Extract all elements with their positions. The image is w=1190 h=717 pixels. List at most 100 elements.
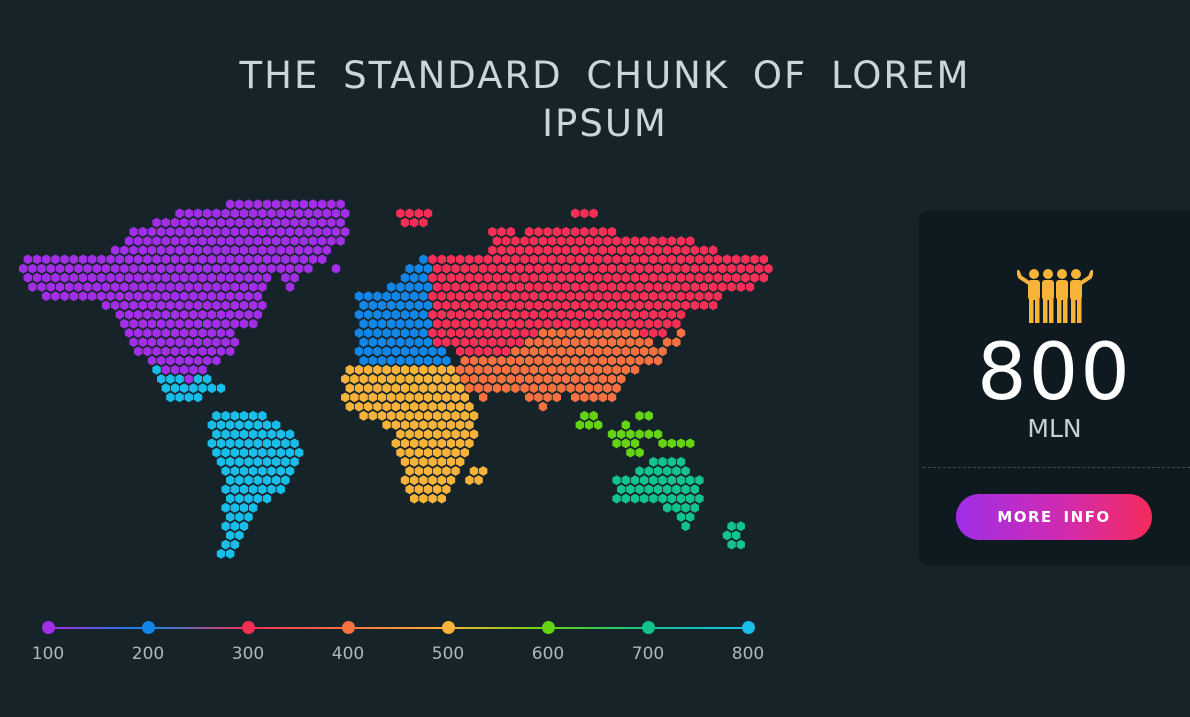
map-hex-russia-north-asia [663, 318, 672, 329]
map-hex-north-america [193, 282, 203, 292]
map-hex-north-america [207, 328, 216, 338]
map-hex-southeast-asia [676, 438, 686, 449]
map-hex-north-america [184, 263, 193, 274]
map-hex-south-america [152, 364, 161, 375]
map-hex-africa [345, 383, 354, 394]
map-hex-europe-west [419, 254, 428, 265]
map-hex-russia-north-asia [676, 272, 686, 283]
legend-dot[interactable] [241, 621, 255, 634]
map-hex-north-america [249, 208, 258, 219]
legend-dot[interactable] [741, 621, 755, 634]
map-hex-north-america [88, 291, 97, 302]
map-hex-australia [635, 484, 644, 495]
legend-dot[interactable] [341, 621, 355, 634]
map-hex-north-america [189, 328, 198, 338]
map-hex-north-america [184, 226, 193, 237]
map-hex-north-america [147, 263, 157, 274]
map-hex-north-america [138, 337, 147, 348]
map-hex-europe-west [414, 263, 423, 274]
map-hex-south-america [226, 548, 235, 559]
map-hex-russia-north-asia [479, 337, 488, 348]
map-hex-russia-north-asia [681, 245, 690, 256]
map-hex-south-asia [479, 355, 488, 366]
map-hex-north-america [193, 300, 203, 311]
map-hex-russia-north-asia [433, 337, 442, 348]
more-info-button[interactable]: MORE INFO [956, 494, 1152, 540]
map-hex-russia-north-asia [566, 236, 575, 246]
map-hex-russia-north-asia [575, 272, 584, 283]
map-hex-south-asia [617, 337, 626, 348]
map-hex-australia [686, 475, 695, 486]
map-hex-south-asia [525, 337, 534, 348]
map-hex-south-asia [543, 355, 552, 366]
map-hex-russia-north-asia [713, 254, 722, 265]
legend-dot[interactable] [541, 621, 555, 634]
legend-dot[interactable] [441, 621, 455, 634]
map-hex-north-america [175, 208, 184, 219]
map-hex-north-america [295, 245, 304, 256]
map-hex-russia-north-asia [603, 254, 612, 265]
map-hex-north-america [138, 300, 147, 311]
map-hex-europe-west [405, 282, 414, 292]
map-hex-south-asia [612, 383, 621, 394]
map-hex-russia-north-asia [612, 272, 621, 283]
map-hex-europe-west [364, 309, 373, 320]
map-hex-europe-west [405, 337, 414, 348]
legend-dot[interactable] [641, 621, 655, 634]
map-hex-russia-north-asia [686, 254, 695, 265]
map-hex-russia-north-asia [557, 254, 566, 265]
map-hex-north-america [207, 254, 216, 265]
map-hex-africa [419, 401, 428, 412]
map-hex-south-america [290, 438, 299, 449]
map-hex-north-america [230, 337, 239, 348]
map-hex-north-america [157, 263, 166, 274]
map-hex-south-asia [474, 364, 483, 375]
map-hex-north-america [111, 263, 120, 274]
map-hex-north-america [244, 236, 253, 246]
map-hex-south-america [281, 438, 290, 449]
legend-dot[interactable] [41, 621, 55, 634]
map-hex-russia-north-asia [584, 254, 594, 265]
map-hex-north-america [299, 199, 308, 210]
map-hex-europe-west [387, 282, 396, 292]
map-hex-australia [644, 484, 653, 495]
map-hex-russia-north-asia [732, 272, 741, 283]
map-hex-south-america [267, 466, 276, 476]
map-hex-africa [345, 401, 354, 412]
map-hex-south-asia [603, 383, 612, 394]
map-hex-africa [446, 420, 456, 430]
map-hex-russia-north-asia [667, 309, 676, 320]
map-hex-north-america [203, 282, 212, 292]
legend-label: 700 [631, 644, 665, 664]
map-hex-russia-north-asia [534, 263, 543, 274]
map-hex-russia-north-asia [561, 300, 571, 311]
map-hex-russia-north-asia [469, 318, 479, 329]
map-hex-russia-north-asia [699, 263, 709, 274]
map-hex-south-asia [525, 374, 534, 384]
map-hex-south-america [239, 429, 249, 440]
map-hex-north-america [111, 245, 120, 256]
map-hex-europe-west [377, 337, 387, 348]
map-hex-south-asia [607, 355, 617, 366]
map-hex-north-america [267, 226, 276, 237]
map-hex-russia-north-asia [520, 328, 529, 338]
map-hex-south-asia [598, 374, 607, 384]
legend-label: 600 [531, 644, 565, 664]
map-hex-south-asia [663, 337, 672, 348]
map-hex-australia [640, 493, 649, 504]
map-hex-north-america [207, 217, 216, 228]
map-hex-russia-north-asia [414, 208, 423, 219]
map-hex-north-america [249, 245, 258, 256]
map-hex-russia-north-asia [589, 208, 598, 219]
map-hex-north-america [180, 328, 189, 338]
map-hex-russia-north-asia [667, 236, 676, 246]
map-hex-africa [368, 410, 377, 421]
map-hex-russia-north-asia [566, 254, 575, 265]
map-hex-north-america [327, 217, 336, 228]
map-hex-russia-north-asia [630, 254, 640, 265]
legend-dot[interactable] [141, 621, 155, 634]
map-hex-south-america [253, 438, 262, 449]
map-hex-australia [644, 466, 653, 476]
map-hex-north-america [55, 263, 65, 274]
map-hex-europe-west [423, 263, 433, 274]
